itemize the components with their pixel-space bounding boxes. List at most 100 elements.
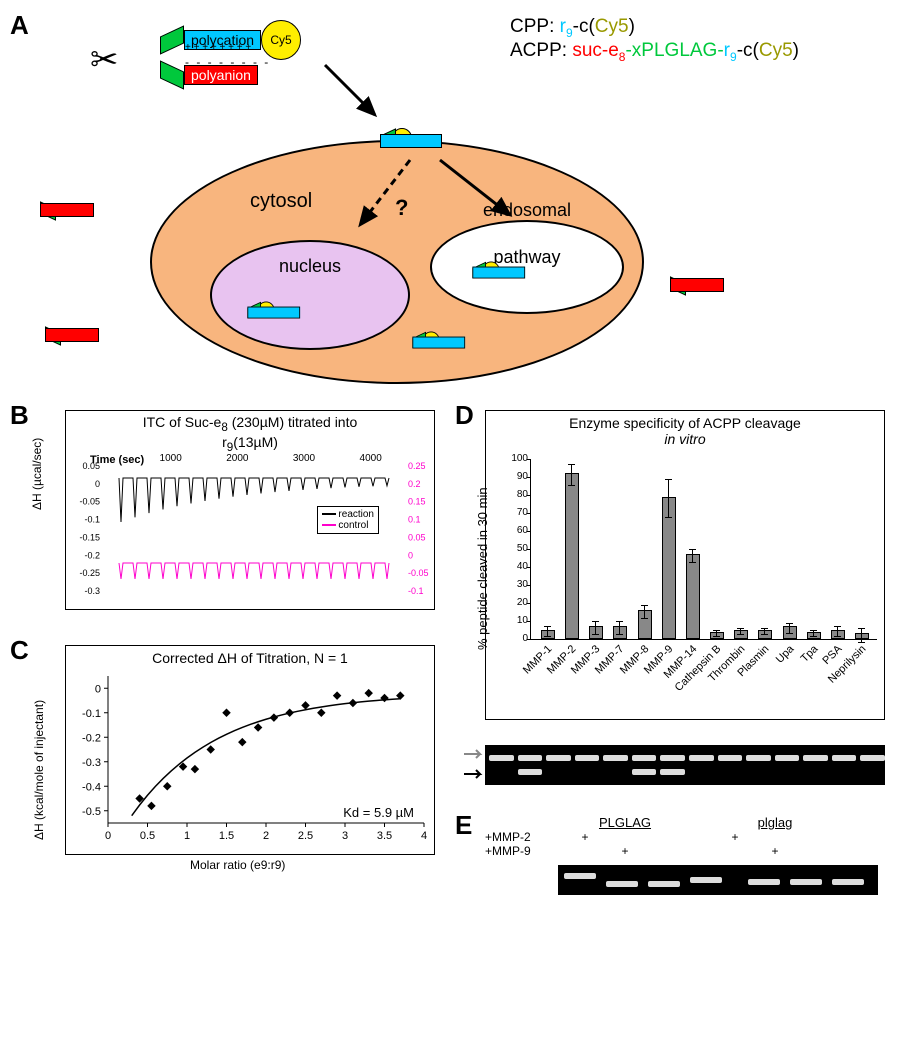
svg-text:3.5: 3.5 (377, 830, 392, 842)
svg-text:-0.5: -0.5 (82, 806, 101, 818)
svg-text:1: 1 (184, 830, 190, 842)
svg-text:-0.3: -0.3 (84, 586, 100, 596)
acpp-formula: ACPP: suc-e8-xPLGLAG-r9-c(Cy5) (510, 40, 799, 64)
svg-text:0: 0 (95, 683, 101, 695)
acpp-cy5: Cy5 (759, 40, 793, 61)
e-r2: +MMP-9 (485, 844, 565, 858)
panel-c-label: C (10, 635, 29, 666)
bar-MMP-8 (638, 610, 652, 639)
d-xlabel: Thrombin (739, 643, 747, 651)
linker-bot (160, 60, 184, 89)
b-ylabel: ΔH (µcal/sec) (30, 438, 44, 510)
cpp-membrane (380, 128, 412, 148)
c-ylabel: ΔH (kcal/mole of injectant) (32, 700, 46, 840)
cpp-close: ) (629, 16, 635, 37)
d-bar-area (530, 459, 877, 640)
d-xlabel: Cathepsin B (715, 643, 723, 651)
panel-d-label: D (455, 400, 474, 431)
cpp-cy5: Cy5 (595, 16, 629, 37)
svg-text:-0.1: -0.1 (82, 708, 101, 720)
svg-text:3000: 3000 (293, 453, 316, 464)
bar-MMP-2 (565, 473, 579, 639)
svg-text:-0.15: -0.15 (79, 532, 100, 542)
svg-text:0.25: 0.25 (408, 461, 426, 471)
svg-text:0: 0 (105, 830, 111, 842)
linker-top (160, 25, 184, 54)
e-p2: + (715, 830, 755, 844)
cpp-nucleus (247, 302, 274, 319)
d-ytick: 90 (510, 471, 528, 482)
d-ytick: 50 (510, 543, 528, 554)
cy5-circle: Cy5 (261, 20, 301, 60)
d-xlabel: MMP-9 (667, 643, 675, 651)
acpp-suc: suc-e (572, 40, 618, 61)
svg-text:0.2: 0.2 (408, 479, 421, 489)
e-hL: PLGLAG (565, 815, 685, 830)
d-ytick: 40 (510, 561, 528, 572)
c-kd: Kd = 5.9 µM (343, 805, 414, 820)
panel-e-label: E (455, 810, 472, 841)
svg-text:4000: 4000 (360, 453, 383, 464)
d-xlabel: Tpa (812, 643, 820, 651)
panel-c-title: Corrected ΔH of Titration, N = 1 (66, 646, 434, 666)
svg-text:-0.05: -0.05 (79, 497, 100, 507)
d-ytick: 60 (510, 525, 528, 536)
d-xlabel: PSA (836, 643, 844, 651)
cpp-prefix: CPP: (510, 16, 560, 37)
d-xlabel: MMP-3 (594, 643, 602, 651)
svg-text:3: 3 (342, 830, 348, 842)
plus-row: + + + + + + + + (185, 42, 251, 53)
acpp-prefix: ACPP: (510, 40, 572, 61)
anion-1 (40, 205, 54, 217)
svg-text:-0.05: -0.05 (408, 568, 429, 578)
panel-b-chart: ITC of Suc-e8 (230µM) titrated into r9(1… (65, 410, 435, 610)
svg-text:-0.2: -0.2 (82, 732, 101, 744)
svg-text:0.15: 0.15 (408, 497, 426, 507)
svg-text:-0.1: -0.1 (408, 586, 424, 596)
acpp-tail: -c( (737, 40, 759, 61)
cpp-endosome (472, 262, 499, 279)
d-gel (485, 745, 885, 785)
internal-arrows (350, 155, 550, 245)
d-t2: in vitro (664, 431, 705, 447)
d-ytick: 10 (510, 615, 528, 626)
b-t1: ITC of Suc-e (143, 414, 222, 430)
anion-3 (670, 280, 684, 292)
panel-d-chart: Enzyme specificity of ACPP cleavage in v… (485, 410, 885, 720)
d-xlabel: Neprilysin (860, 643, 868, 651)
question-mark: ? (395, 195, 408, 221)
svg-text:-0.1: -0.1 (84, 515, 100, 525)
svg-text:-0.25: -0.25 (79, 568, 100, 578)
d-ytick: 70 (510, 507, 528, 518)
pathway-label: pathway (493, 247, 560, 268)
bar-PSA (831, 630, 845, 639)
e-p4: + (755, 844, 795, 858)
panel-d-title: Enzyme specificity of ACPP cleavage in v… (486, 411, 884, 447)
svg-text:4: 4 (421, 830, 427, 842)
nucleus-label: nucleus (279, 256, 341, 277)
d-ytick: 80 (510, 489, 528, 500)
svg-text:2: 2 (263, 830, 269, 842)
panel-c-chart: Corrected ΔH of Titration, N = 1 0 0.5 1 1.… (65, 645, 435, 855)
acpp-link: -xPLGLAG- (625, 40, 723, 61)
d-ytick: 0 (510, 633, 528, 644)
d-xlabel: MMP-8 (643, 643, 651, 651)
cpp-formula: CPP: r9-c(Cy5) (510, 16, 635, 40)
svg-text:0: 0 (95, 479, 100, 489)
e-hD: plglag (715, 815, 835, 830)
svg-text:2000: 2000 (226, 453, 249, 464)
d-xlabel: MMP-2 (570, 643, 578, 651)
svg-text:1.5: 1.5 (219, 830, 234, 842)
lower-panels: B ITC of Suc-e8 (230µM) titrated into r9… (10, 400, 895, 1040)
d-xlabel: MMP-7 (618, 643, 626, 651)
cytosol-label: cytosol (250, 190, 312, 213)
c-xlabel: Molar ratio (e9:r9) (190, 858, 285, 872)
d-xlabel: MMP-14 (691, 643, 699, 651)
svg-text:-0.3: -0.3 (82, 757, 101, 769)
svg-text:0.5: 0.5 (140, 830, 155, 842)
acpp-9: 9 (730, 50, 737, 64)
cpp-9: 9 (566, 26, 573, 40)
figure-root: A CPP: r9-c(Cy5) ACPP: suc-e8-xPLGLAG-r9… (10, 10, 895, 1040)
bar-Neprilysin (855, 633, 869, 639)
bottom-complex: polyanion (160, 65, 258, 85)
